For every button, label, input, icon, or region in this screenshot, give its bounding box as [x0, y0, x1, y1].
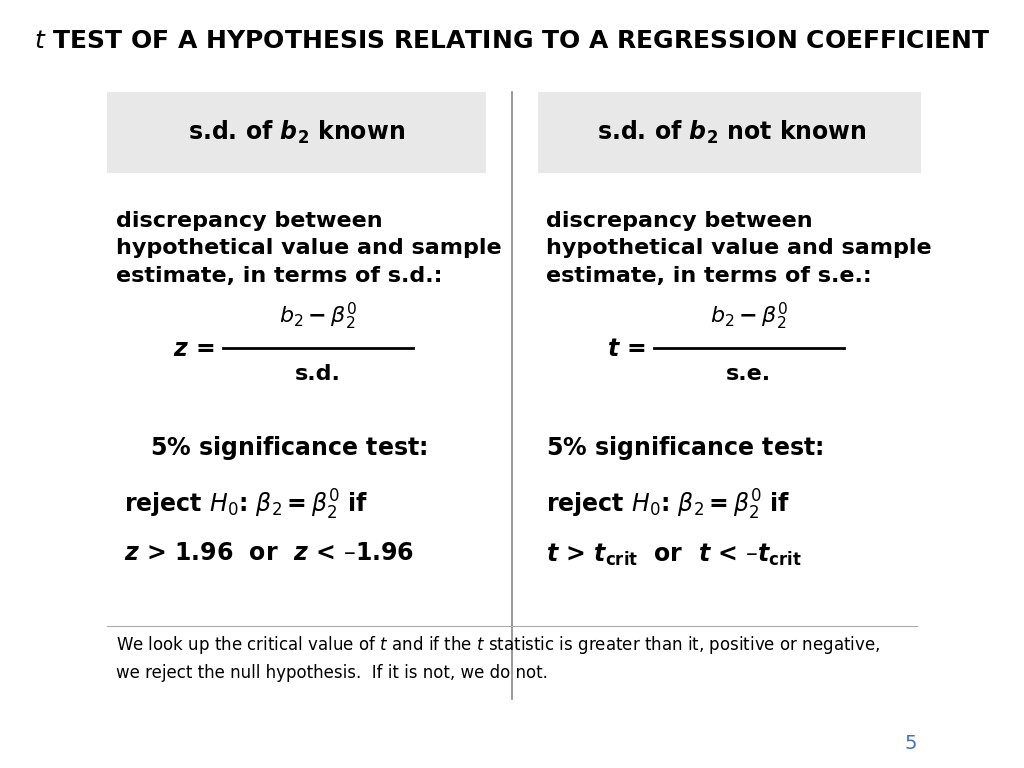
- Text: discrepancy between
hypothetical value and sample
estimate, in terms of s.d.:: discrepancy between hypothetical value a…: [116, 211, 502, 286]
- FancyBboxPatch shape: [108, 92, 486, 173]
- Text: s.d. of $\boldsymbol{b}_{\mathbf{2}}$ known: s.d. of $\boldsymbol{b}_{\mathbf{2}}$ kn…: [188, 118, 406, 146]
- Text: $\mathbf{5\%}$ significance test:: $\mathbf{5\%}$ significance test:: [151, 434, 427, 462]
- FancyBboxPatch shape: [538, 92, 922, 173]
- Text: $\boldsymbol{t}$ > $\boldsymbol{t}_{\mathbf{crit}}$  or  $\boldsymbol{t}$ < –$\b: $\boldsymbol{t}$ > $\boldsymbol{t}_{\mat…: [547, 541, 803, 568]
- Text: We look up the critical value of $t$ and if the $t$ statistic is greater than it: We look up the critical value of $t$ and…: [116, 634, 880, 682]
- Text: $\boldsymbol{z}$ > 1.96  or  $\boldsymbol{z}$ < –1.96: $\boldsymbol{z}$ > 1.96 or $\boldsymbol{…: [125, 541, 415, 565]
- Text: $\boldsymbol{z}$ =: $\boldsymbol{z}$ =: [173, 337, 215, 362]
- Text: reject $\boldsymbol{H_0}$: $\boldsymbol{\beta_2 = \beta_2^0}$ if: reject $\boldsymbol{H_0}$: $\boldsymbol{…: [547, 488, 791, 522]
- Text: $\mathbf{5\%}$ significance test:: $\mathbf{5\%}$ significance test:: [547, 434, 823, 462]
- Text: discrepancy between
hypothetical value and sample
estimate, in terms of s.e.:: discrepancy between hypothetical value a…: [547, 211, 932, 286]
- Text: $\boldsymbol{b_2 - \beta_2^0}$: $\boldsymbol{b_2 - \beta_2^0}$: [710, 300, 788, 332]
- Text: reject $\boldsymbol{H_0}$: $\boldsymbol{\beta_2 = \beta_2^0}$ if: reject $\boldsymbol{H_0}$: $\boldsymbol{…: [125, 488, 369, 522]
- Text: $\it{t}$ TEST OF A HYPOTHESIS RELATING TO A REGRESSION COEFFICIENT: $\it{t}$ TEST OF A HYPOTHESIS RELATING T…: [34, 29, 990, 53]
- Text: 5: 5: [904, 733, 916, 753]
- Text: $\boldsymbol{t}$ =: $\boldsymbol{t}$ =: [607, 337, 645, 362]
- Text: $\boldsymbol{b_2 - \beta_2^0}$: $\boldsymbol{b_2 - \beta_2^0}$: [279, 300, 357, 332]
- Text: s.d.: s.d.: [295, 364, 341, 384]
- Text: s.e.: s.e.: [726, 364, 771, 384]
- Text: s.d. of $\boldsymbol{b}_{\mathbf{2}}$ not known: s.d. of $\boldsymbol{b}_{\mathbf{2}}$ no…: [597, 118, 866, 146]
